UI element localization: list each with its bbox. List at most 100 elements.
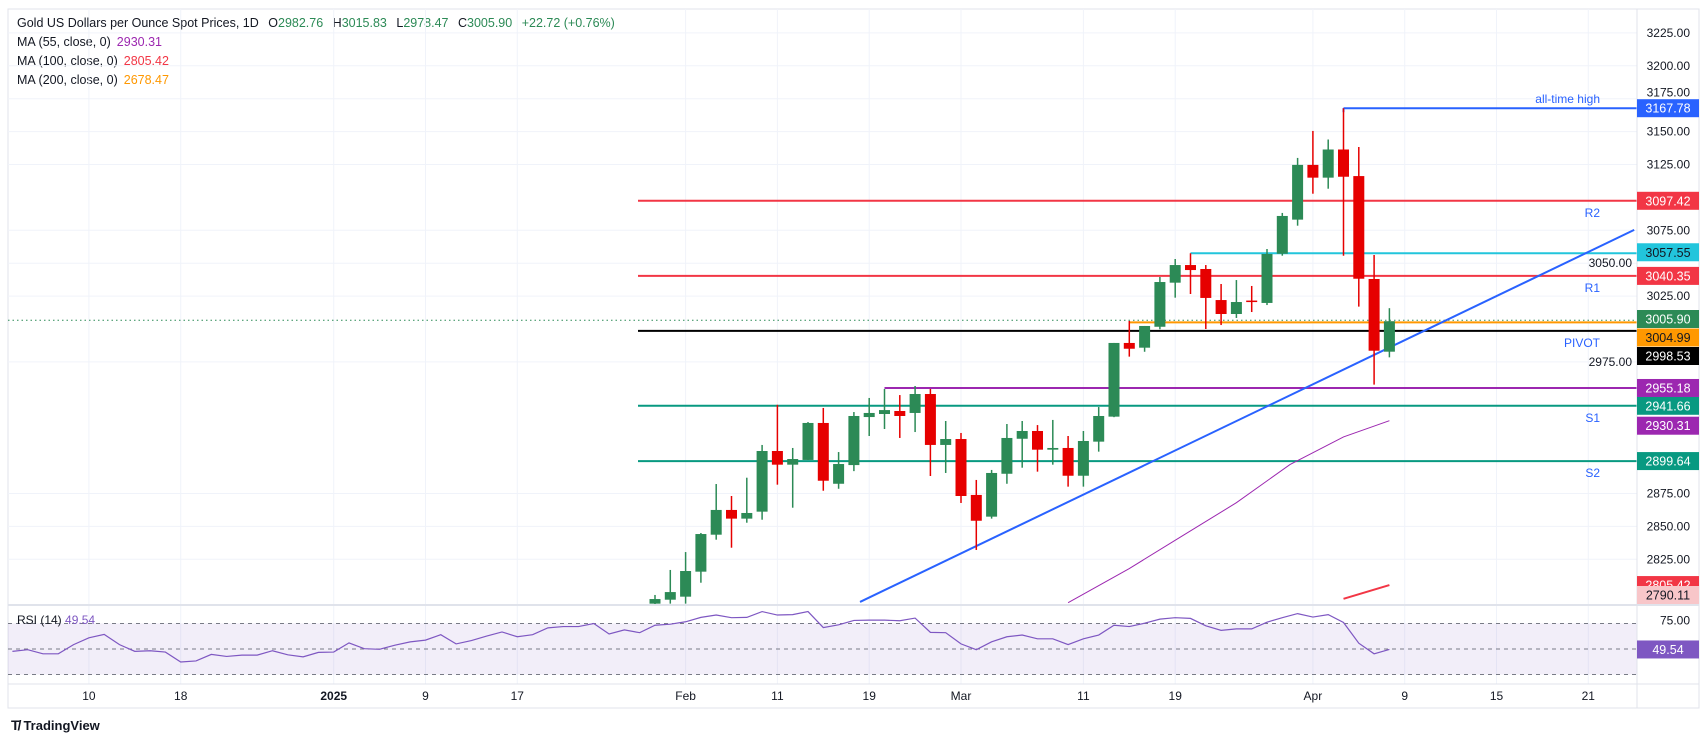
time-tick-label: 2025 — [320, 689, 347, 703]
candle-up[interactable] — [1383, 321, 1395, 352]
price-tag-pivot: 2998.53 — [1645, 350, 1690, 364]
rsi-band — [8, 623, 1637, 675]
level-label-R1: R1 — [1585, 281, 1601, 295]
rsi-line — [12, 610, 1390, 663]
candle-up[interactable] — [833, 464, 845, 484]
candle-up[interactable] — [909, 394, 921, 413]
ma100-legend[interactable]: MA (100, close, 0) 2805.42 — [17, 54, 169, 68]
candle-up[interactable] — [879, 410, 890, 415]
candle-up[interactable] — [1139, 325, 1151, 348]
price-tick-label: 2850.00 — [1647, 519, 1691, 533]
candle-down[interactable] — [771, 450, 783, 465]
ma100-line — [1343, 584, 1390, 600]
candle-down[interactable] — [817, 422, 829, 481]
rsi-legend[interactable]: RSI (14) 49.54 — [17, 613, 96, 627]
candle-down[interactable] — [1200, 268, 1212, 298]
level-label-S2: S2 — [1585, 466, 1600, 480]
price-tick-label: 3075.00 — [1647, 223, 1691, 237]
candle-up[interactable] — [1108, 342, 1120, 417]
candle-down[interactable] — [1215, 300, 1227, 314]
candle-up[interactable] — [986, 472, 998, 517]
price-tag-S1: 2941.66 — [1645, 399, 1690, 413]
time-tick-label: 9 — [422, 689, 429, 703]
rsi-value-tag-bg — [1637, 640, 1699, 659]
level-label-pivot: PIVOT — [1564, 336, 1601, 350]
level-label-R2: R2 — [1585, 206, 1601, 220]
candle-up[interactable] — [710, 509, 722, 535]
ma55-tag-bg — [1637, 416, 1699, 435]
candle-down[interactable] — [1338, 149, 1349, 177]
candle-up[interactable] — [1016, 430, 1028, 439]
candle-down[interactable] — [970, 494, 982, 521]
price-tag-pivot-bg — [1637, 347, 1699, 365]
price-tag-level-2955-bg — [1637, 378, 1699, 397]
candle-up[interactable] — [1292, 164, 1304, 220]
price-tick-label: 3200.00 — [1647, 59, 1691, 73]
candle-up[interactable] — [756, 450, 768, 512]
price-tick-label: 2975.00 — [1589, 355, 1633, 369]
candle-down[interactable] — [924, 394, 936, 445]
candle-up[interactable] — [1077, 440, 1089, 476]
candle-up[interactable] — [649, 599, 661, 604]
candle-up[interactable] — [848, 415, 860, 466]
candle-up[interactable] — [741, 512, 753, 519]
candle-down[interactable] — [894, 410, 906, 416]
time-tick-label: 21 — [1582, 689, 1596, 703]
symbol-title: Gold US Dollars per Ounce Spot Prices, 1… — [17, 16, 259, 30]
candle-up[interactable] — [1276, 215, 1288, 254]
candle-down[interactable] — [1032, 430, 1043, 450]
price-tag-all-time-high: 3167.78 — [1645, 102, 1690, 116]
candle-down[interactable] — [1307, 164, 1319, 178]
price-change: +22.72 (+0.76%) — [521, 16, 615, 30]
candle-down[interactable] — [1062, 447, 1074, 476]
candle-up[interactable] — [1093, 415, 1105, 442]
price-tag-S2-bg — [1637, 452, 1699, 471]
time-tick-label: Apr — [1304, 689, 1323, 703]
tradingview-logo-icon: T/ — [11, 717, 22, 733]
candle-up[interactable] — [1322, 149, 1334, 178]
candle-up[interactable] — [1169, 265, 1181, 283]
time-tick-label: Mar — [951, 689, 972, 703]
time-tick-label: 11 — [771, 689, 784, 703]
price-tick-label: 3050.00 — [1589, 256, 1633, 270]
candle-up[interactable] — [695, 534, 707, 572]
time-tick-label: 9 — [1401, 689, 1408, 703]
candle-down[interactable] — [1353, 176, 1365, 279]
symbol-header: Gold US Dollars per Ounce Spot Prices, 1… — [17, 16, 621, 30]
candle-up[interactable] — [787, 459, 799, 465]
ma55-legend[interactable]: MA (55, close, 0) 2930.31 — [17, 35, 162, 49]
time-tick-label: 11 — [1077, 689, 1090, 703]
price-tag-S1-bg — [1637, 396, 1699, 415]
candle-up[interactable] — [1001, 437, 1013, 474]
time-tick-label: Feb — [675, 689, 696, 703]
price-tag-R1: 3040.35 — [1645, 269, 1690, 283]
candle-up[interactable] — [1261, 253, 1273, 303]
candle-up[interactable] — [1047, 447, 1059, 450]
ohlc-open: O2982.76 — [268, 16, 324, 30]
candle-up[interactable] — [1154, 282, 1166, 327]
trendline[interactable] — [859, 229, 1635, 603]
candle-down[interactable] — [1123, 342, 1135, 349]
candle-up[interactable] — [664, 592, 676, 600]
candle-down[interactable] — [1185, 265, 1196, 271]
price-tick-label: 3125.00 — [1647, 158, 1691, 172]
tradingview-logo[interactable]: T/ TradingView — [11, 717, 100, 733]
candle-down[interactable] — [1368, 278, 1380, 351]
candle-up[interactable] — [1230, 302, 1242, 314]
candle-down[interactable] — [1246, 300, 1258, 303]
time-tick-label: 17 — [511, 689, 525, 703]
price-tag-level-3004: 3004.99 — [1645, 331, 1690, 345]
candle-up[interactable] — [680, 571, 692, 597]
time-tick-label: 15 — [1490, 689, 1504, 703]
ma200-legend[interactable]: MA (200, close, 0) 2678.47 — [17, 73, 169, 87]
price-tag-level-3004-bg — [1637, 328, 1699, 347]
candle-up[interactable] — [863, 412, 875, 418]
candle-down[interactable] — [726, 509, 737, 519]
candle-up[interactable] — [940, 439, 952, 445]
time-tick-label: 19 — [863, 689, 877, 703]
candle-up[interactable] — [802, 422, 814, 460]
candle-down[interactable] — [955, 439, 967, 497]
last-price-tag: 3005.90 — [1645, 313, 1690, 327]
ma100-prev-tag: 2790.11 — [1646, 589, 1690, 603]
